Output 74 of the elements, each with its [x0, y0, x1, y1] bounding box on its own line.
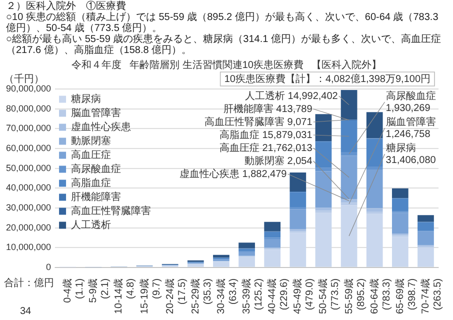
text: (229.6)	[279, 278, 290, 310]
text: 肝機能障害 413,789	[223, 104, 312, 115]
legend-label: 脳血管障害	[71, 106, 122, 119]
x-tick-label: 40-44歳	[266, 278, 278, 314]
text: (63.4)	[228, 278, 239, 305]
text: 令和４年度	[72, 58, 122, 71]
text: ○総額が最も高い 55-59 歳の疾患をみると、糖尿病（314.1 億円）が最も多く、次いで、高血圧症（217.6 億）、高脂血症（158.8 億円）。	[6, 34, 442, 56]
legend-label: 肝機能障害	[71, 190, 122, 203]
text: 10疾患医療費【計】：4,082億1,398万9,100円	[224, 72, 431, 85]
y-tick-label: 30,000,000	[6, 202, 52, 212]
x-tick-label: 15-19歳	[138, 278, 150, 314]
legend-label: 人工透析	[71, 218, 112, 231]
text: ①医療費	[86, 1, 126, 12]
legend-label: 高尿酸血症	[71, 162, 122, 175]
y-tick-label: 50,000,000	[6, 162, 52, 173]
text: (263.5)	[432, 278, 444, 310]
x-tick-label: 35-39歳	[240, 278, 253, 314]
text: 虚血性心疾患 1,882,479	[179, 168, 287, 180]
y-tick-label: 10,000,000	[6, 242, 52, 252]
legend-label: 高血圧症	[71, 148, 112, 161]
y-tick-label: 90,000,000	[6, 83, 52, 94]
x-tick-label: 70-74歳	[419, 278, 432, 314]
chart-subtitle: 【医科入院外】	[311, 58, 382, 71]
text: (125.2)	[254, 278, 265, 310]
y-tick-label: 20,000,000	[6, 222, 52, 232]
data-label: 31,406,080	[386, 154, 436, 166]
text: 高尿酸血症	[386, 90, 436, 102]
y-axis-title: （千円）	[4, 72, 44, 85]
x-tick-label: 0-4歳	[62, 278, 74, 303]
text: (773.5)	[330, 278, 342, 310]
text: (35.3)	[202, 278, 214, 305]
y-tick-label: 80,000,000	[6, 103, 52, 114]
text: (4.8)	[126, 278, 137, 299]
legend-label: 虚血性心疾患	[71, 120, 132, 133]
text: 脳血管障害	[386, 116, 436, 128]
chart-title: 年齢階層別 生活習慣関連10疾患医療費	[130, 58, 304, 71]
x-tick-label: 50-54歳	[317, 278, 330, 314]
text: 人工透析 14,992,402	[245, 90, 338, 102]
text: 高脂血症 15,879,031	[219, 130, 312, 141]
text: (9.7)	[151, 278, 162, 299]
x-tick-label: 55-59歳	[342, 278, 355, 314]
x-tick-label: 45-49歳	[292, 278, 304, 314]
text: ２）医科入院外	[6, 1, 76, 12]
y-tick-label: 0	[46, 262, 52, 272]
data-label: 1,246,758	[386, 128, 431, 140]
x-tick-label: 25-29歳	[189, 278, 202, 314]
x-tick-label: 60-64歳	[368, 278, 380, 314]
data-label: 1,930,269	[386, 102, 431, 114]
y-tick-label: 70,000,000	[6, 123, 52, 134]
y-tick-label: 40,000,000	[6, 182, 52, 193]
text: ○10 疾患の総額（積み上げ）では 55-59 歳（895.2 億円）が最も高く、次いで、60-64 歳（783.3 億円）、50-54 歳（773.5 億円）。	[6, 12, 438, 34]
y-tick-label: 60,000,000	[6, 142, 52, 153]
text: (1.1)	[74, 278, 86, 299]
x-tick-label: 5-9歳	[87, 278, 100, 303]
text: (783.3)	[381, 278, 392, 310]
text: 高血圧性腎臓障害 9,071	[204, 116, 312, 128]
legend-label: 高脂血症	[71, 176, 112, 189]
text: (479.0)	[304, 278, 316, 310]
text: 34	[20, 306, 32, 317]
text: 高血圧症 21,762,013	[219, 142, 312, 154]
x-tick-label: 30-34歳	[214, 278, 227, 314]
legend-label: 高血圧性腎臓障害	[71, 204, 152, 217]
x-tick-label: 65-69歳	[394, 278, 406, 314]
legend-label: 糖尿病	[71, 92, 102, 105]
text: (17.5)	[176, 278, 188, 305]
text: 動脈閉塞 2,054	[244, 156, 312, 167]
text: 合計：億円	[4, 277, 54, 290]
x-tick-label: 20-24歳	[164, 278, 176, 314]
text: (2.1)	[100, 278, 112, 299]
text: 糖尿病	[386, 142, 416, 154]
text: (398.7)	[406, 278, 418, 310]
x-tick-label: 10-14歳	[112, 278, 125, 314]
text: (895.2)	[356, 278, 367, 310]
legend-label: 動脈閉塞	[71, 134, 112, 147]
